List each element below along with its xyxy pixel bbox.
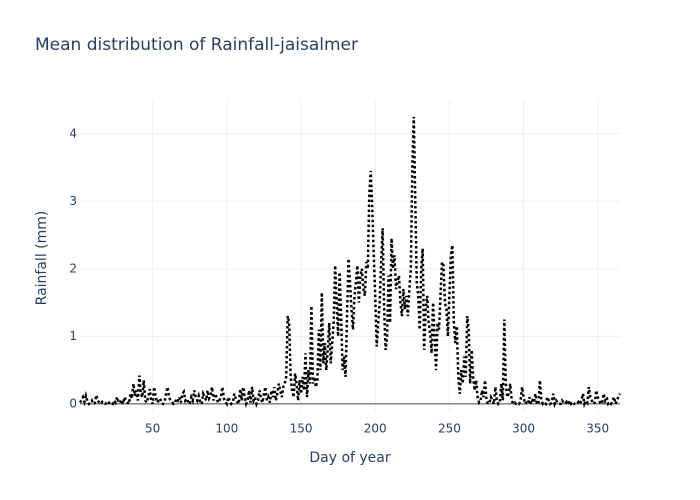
chart-title: Mean distribution of Rainfall-jaisalmer: [35, 35, 358, 55]
y-tick-label: 4: [69, 126, 77, 140]
x-tick-label: 350: [586, 422, 609, 436]
x-tick-label: 50: [145, 422, 160, 436]
y-axis-title: Rainfall (mm): [34, 211, 50, 306]
y-tick-label: 1: [69, 329, 77, 343]
x-tick-label: 150: [290, 422, 313, 436]
y-tick-label: 0: [69, 396, 77, 410]
plot: [78, 116, 622, 409]
x-tick-label: 200: [364, 422, 387, 436]
grid: [80, 100, 620, 412]
y-tick-label: 3: [69, 194, 77, 208]
y-tick-label: 2: [69, 261, 77, 275]
x-tick-label: 250: [438, 422, 461, 436]
x-tick-label: 300: [512, 422, 535, 436]
line: [78, 116, 622, 409]
x-tick-label: 100: [215, 422, 238, 436]
x-axis-title: Day of year: [309, 450, 391, 466]
